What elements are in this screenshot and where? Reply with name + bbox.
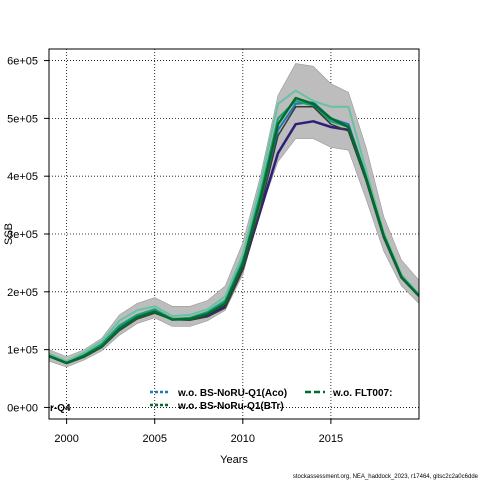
y-tick-label: 3e+05 <box>7 229 38 241</box>
x-tick-label: 2000 <box>54 433 78 445</box>
y-axis-title: SSB <box>3 223 15 245</box>
y-tick-label: 4e+05 <box>7 171 38 183</box>
series-lines <box>49 89 419 365</box>
y-tick-label: 0e+00 <box>7 402 38 414</box>
legend: w.o. BS-NoRU-Q1(Aco) w.o. BS-NoRu-Q1(BTr)… <box>150 388 392 412</box>
series-line-4 <box>49 89 419 363</box>
y-tick-label: 1e+05 <box>7 345 38 357</box>
edge-label: r-Q4 <box>50 403 71 414</box>
x-tick-label: 2005 <box>142 433 166 445</box>
series-line-6 <box>49 96 419 365</box>
legend-label: w.o. BS-NoRU-Q1(Aco) <box>177 388 287 399</box>
confidence-band <box>49 63 419 368</box>
legend-label: w.o. BS-NoRu-Q1(BTr) <box>177 401 284 412</box>
x-tick-label: 2010 <box>231 433 255 445</box>
y-tick-label: 5e+05 <box>7 113 38 125</box>
x-tick-label: 2015 <box>319 433 343 445</box>
footer-credit: stockassessment.org, NEA_haddock_2023, r… <box>293 474 479 480</box>
y-tick-label: 2e+05 <box>7 287 38 299</box>
y-axis: 0e+00 1e+05 2e+05 3e+05 4e+05 5e+05 6e+05 <box>7 56 49 414</box>
legend-label: w.o. FLT007: <box>332 388 392 399</box>
x-axis: 2000 2005 2010 2015 <box>54 419 343 445</box>
y-tick-label: 6e+05 <box>7 56 38 68</box>
x-axis-title: Years <box>220 454 248 466</box>
